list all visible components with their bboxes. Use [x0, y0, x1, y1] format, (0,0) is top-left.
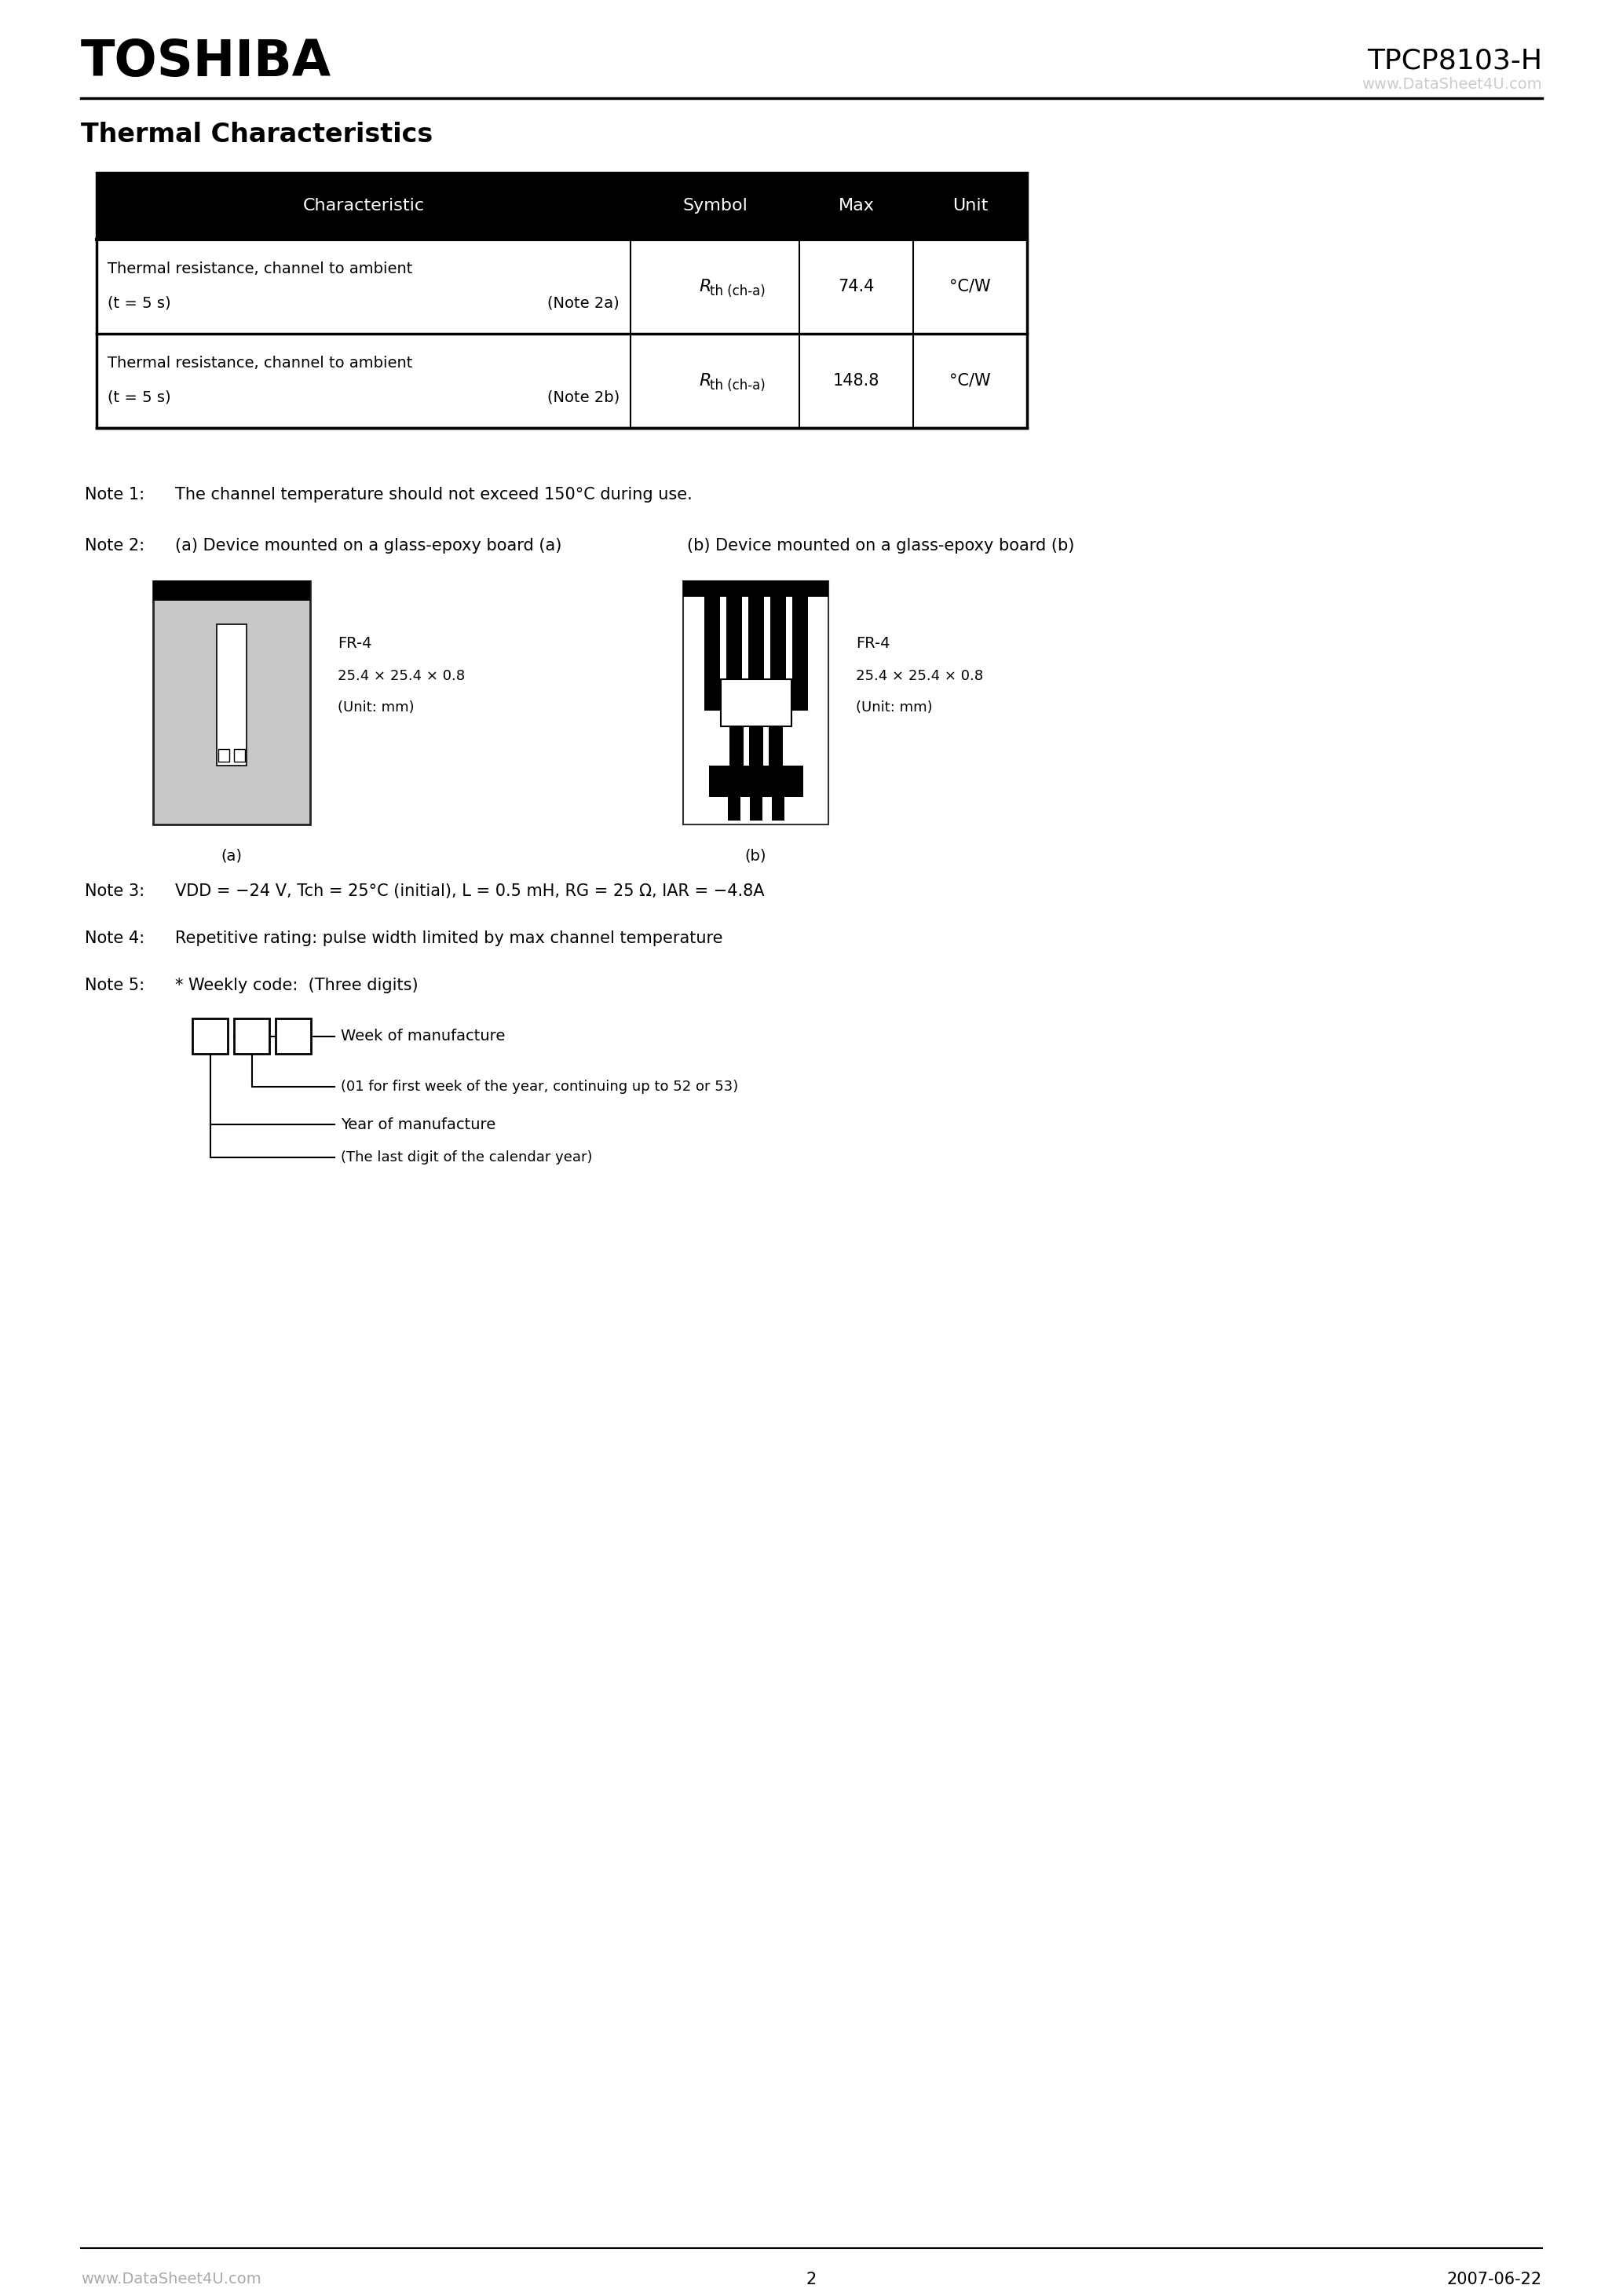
Text: (The last digit of the calendar year): (The last digit of the calendar year) — [341, 1150, 592, 1164]
Text: Year of manufacture: Year of manufacture — [341, 1116, 495, 1132]
Text: 2007-06-22: 2007-06-22 — [1448, 2271, 1542, 2287]
Text: TPCP8103-H: TPCP8103-H — [1367, 48, 1542, 73]
Bar — [771, 797, 784, 820]
Text: (Unit: mm): (Unit: mm) — [855, 700, 933, 714]
Bar — [683, 581, 828, 824]
Text: (Note 2a): (Note 2a) — [547, 296, 620, 310]
Bar — [748, 597, 763, 712]
Text: Week of manufacture: Week of manufacture — [341, 1029, 505, 1045]
Bar — [748, 726, 763, 765]
Bar — [234, 748, 245, 762]
Text: 25.4 × 25.4 × 0.8: 25.4 × 25.4 × 0.8 — [855, 668, 984, 684]
Text: * Weekly code:  (Three digits): * Weekly code: (Three digits) — [175, 978, 419, 994]
Text: (b): (b) — [745, 847, 766, 863]
Bar — [727, 797, 740, 820]
Text: FR-4: FR-4 — [338, 636, 372, 652]
Text: Thermal resistance, channel to ambient: Thermal resistance, channel to ambient — [107, 262, 412, 276]
Bar — [792, 597, 808, 712]
Text: www.DataSheet4U.com: www.DataSheet4U.com — [1362, 78, 1542, 92]
Bar — [217, 748, 229, 762]
Text: Max: Max — [837, 197, 875, 214]
Text: (t = 5 s): (t = 5 s) — [107, 390, 170, 404]
Text: Note 4:: Note 4: — [84, 930, 144, 946]
Text: (Note 2b): (Note 2b) — [547, 390, 620, 404]
Text: Thermal Characteristics: Thermal Characteristics — [81, 122, 433, 147]
Bar — [725, 597, 742, 712]
Text: R: R — [700, 372, 711, 388]
Text: Note 1:: Note 1: — [84, 487, 144, 503]
Text: (b) Device mounted on a glass-epoxy board (b): (b) Device mounted on a glass-epoxy boar… — [687, 537, 1074, 553]
Text: FR-4: FR-4 — [855, 636, 889, 652]
Text: Repetitive rating: pulse width limited by max channel temperature: Repetitive rating: pulse width limited b… — [175, 930, 722, 946]
Bar — [704, 597, 719, 712]
Bar — [709, 765, 803, 797]
Bar — [769, 597, 786, 712]
Text: Thermal resistance, channel to ambient: Thermal resistance, channel to ambient — [107, 356, 412, 370]
Bar — [153, 581, 310, 602]
Text: (01 for first week of the year, continuing up to 52 or 53): (01 for first week of the year, continui… — [341, 1079, 738, 1093]
Bar — [97, 172, 1027, 427]
Text: Characteristic: Characteristic — [302, 197, 425, 214]
Bar — [193, 1019, 227, 1054]
Text: R: R — [700, 278, 711, 294]
Bar — [234, 1019, 269, 1054]
Text: th (ch-a): th (ch-a) — [711, 379, 766, 393]
Text: 148.8: 148.8 — [833, 372, 880, 388]
Text: Unit: Unit — [953, 197, 988, 214]
Bar — [683, 581, 828, 597]
Bar — [97, 172, 1027, 239]
Text: The channel temperature should not exceed 150°C during use.: The channel temperature should not excee… — [175, 487, 693, 503]
Text: °C/W: °C/W — [949, 278, 990, 294]
Bar — [768, 726, 782, 765]
Bar — [217, 625, 247, 765]
Bar — [153, 581, 310, 824]
Text: Note 3:: Note 3: — [84, 884, 144, 900]
Text: Symbol: Symbol — [682, 197, 748, 214]
Text: (a) Device mounted on a glass-epoxy board (a): (a) Device mounted on a glass-epoxy boar… — [175, 537, 562, 553]
Text: (Unit: mm): (Unit: mm) — [338, 700, 414, 714]
Text: 2: 2 — [807, 2271, 816, 2287]
Bar — [729, 726, 743, 765]
Text: 74.4: 74.4 — [837, 278, 875, 294]
Text: (t = 5 s): (t = 5 s) — [107, 296, 170, 310]
Bar — [276, 1019, 312, 1054]
Bar — [750, 797, 763, 820]
Text: TOSHIBA: TOSHIBA — [81, 37, 331, 87]
Text: °C/W: °C/W — [949, 372, 990, 388]
Text: Note 5:: Note 5: — [84, 978, 144, 994]
Text: VDD = −24 V, Tch = 25°C (initial), L = 0.5 mH, RG = 25 Ω, IAR = −4.8A: VDD = −24 V, Tch = 25°C (initial), L = 0… — [175, 884, 764, 900]
Text: (a): (a) — [221, 847, 242, 863]
Text: th (ch-a): th (ch-a) — [711, 285, 766, 298]
Text: www.DataSheet4U.com: www.DataSheet4U.com — [81, 2271, 261, 2287]
Bar — [721, 680, 790, 726]
Text: Note 2:: Note 2: — [84, 537, 144, 553]
Text: 25.4 × 25.4 × 0.8: 25.4 × 25.4 × 0.8 — [338, 668, 464, 684]
